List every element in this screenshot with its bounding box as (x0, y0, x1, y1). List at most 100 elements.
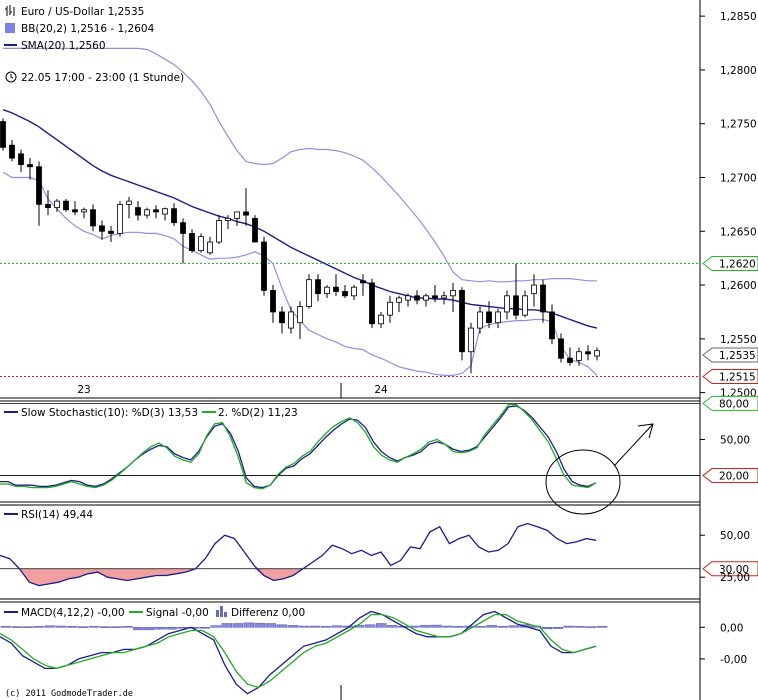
candle-body (450, 290, 456, 297)
macd-histogram-bar (552, 627, 564, 629)
price-xtick-label: 23 (77, 384, 90, 396)
candle-body (585, 351, 591, 355)
price-level-label-last-badge (702, 347, 758, 363)
candle-body (234, 211, 240, 219)
stochastic-legend: Slow Stochastic(10): %D(3) 13,53 2. %D(2… (4, 407, 298, 419)
sma-line (2, 109, 598, 329)
candle (459, 287, 465, 361)
price-ytick-label: 1,2600 (720, 280, 757, 292)
stoch-level-label: 80,00 (719, 398, 749, 410)
candle-body (531, 284, 537, 295)
price-level-label-resistance: 1,2620 (719, 259, 756, 271)
candle (315, 274, 321, 302)
candle-body (396, 297, 402, 303)
candle-body (180, 222, 186, 234)
candle (216, 215, 222, 245)
macd-histogram-bar (486, 625, 497, 628)
candle (369, 278, 375, 329)
candle-body (162, 208, 168, 215)
candle (90, 204, 96, 232)
macd-histogram-bar (199, 627, 210, 629)
macd-histogram-bar (563, 625, 575, 628)
macd-histogram-bar (210, 625, 221, 628)
highlight-circle (545, 449, 621, 515)
candle-body (477, 311, 483, 329)
candle (207, 236, 213, 255)
candle-body (18, 153, 24, 165)
bollinger-upper-line (3, 47, 597, 283)
candle-body (99, 225, 105, 232)
macd-histogram-bar (475, 626, 486, 628)
stoch-ytick-label: 50,00 (720, 434, 750, 446)
candle-body (72, 209, 78, 213)
candle (135, 201, 141, 221)
macd-histogram-bar (66, 626, 78, 628)
candle (81, 207, 87, 219)
bb-swatch (5, 23, 15, 33)
candle-body (216, 220, 222, 243)
macd-histogram-bar (585, 626, 597, 628)
stoch-level-label-badge (702, 395, 758, 411)
macd-legend: MACD(4,12,2) -0,00 Signal -0,00 Differen… (4, 606, 305, 619)
macd-histogram-bar (331, 625, 343, 628)
copyright: (c) 2011 GodmodeTrader.de (5, 689, 133, 699)
macd-histogram-bar (353, 625, 365, 628)
candle-body (288, 311, 294, 329)
candle (27, 158, 33, 180)
macd-ytick-label: 0,00 (720, 622, 743, 634)
candle-body (135, 207, 141, 216)
candle-body (432, 295, 438, 299)
candle (585, 345, 591, 361)
candle (342, 285, 348, 298)
macd-histogram-bar (431, 624, 442, 628)
rsi-line (0, 522, 597, 587)
candle (387, 295, 393, 323)
candle (351, 285, 357, 301)
candle (63, 199, 69, 212)
macd-histogram-bar (508, 625, 519, 628)
macd-histogram-bar (44, 625, 56, 628)
price-level-label-support-badge (702, 368, 758, 384)
candle-body (387, 301, 393, 316)
signal-legend-label: Signal -0,00 (146, 607, 209, 619)
candle (576, 347, 582, 366)
candle-body (243, 211, 249, 216)
candle-body (522, 295, 528, 316)
candle-body (504, 295, 510, 313)
macd-histogram-bar (166, 627, 177, 630)
price-level-label-resistance-badge (702, 256, 758, 272)
candle (243, 188, 249, 226)
macd-histogram-bar (541, 627, 553, 630)
macd-histogram-bar (144, 627, 155, 631)
candle (117, 201, 123, 237)
candle-body (342, 291, 348, 297)
candle-body (468, 327, 474, 353)
candle-body (369, 282, 375, 325)
candle (333, 274, 339, 296)
macd-histogram-bar (0, 626, 12, 628)
candle (504, 290, 510, 320)
candle-body (549, 311, 555, 340)
candle-body (90, 209, 96, 227)
candle-body (207, 241, 213, 254)
candle (162, 207, 168, 221)
candle (72, 201, 78, 216)
candle-body (63, 200, 69, 211)
candle (189, 229, 195, 253)
candle-body (594, 350, 600, 357)
candle (234, 211, 240, 226)
candle (225, 215, 231, 230)
rsi-legend-label: RSI(14) 49,44 (21, 509, 93, 521)
price-level-label-support: 1,2515 (719, 371, 756, 383)
candle (198, 233, 204, 253)
macd-histogram-bar (276, 624, 288, 628)
candle-body (189, 233, 195, 252)
price-ytick-label: 1,2550 (720, 334, 757, 346)
macd-histogram-bar (232, 623, 244, 628)
candle (468, 322, 474, 374)
candle-body (261, 241, 267, 291)
instrument-label: Euro / US-Dollar 1,2535 (21, 6, 144, 18)
macd-histogram-bar (298, 625, 310, 628)
candle (180, 218, 186, 264)
